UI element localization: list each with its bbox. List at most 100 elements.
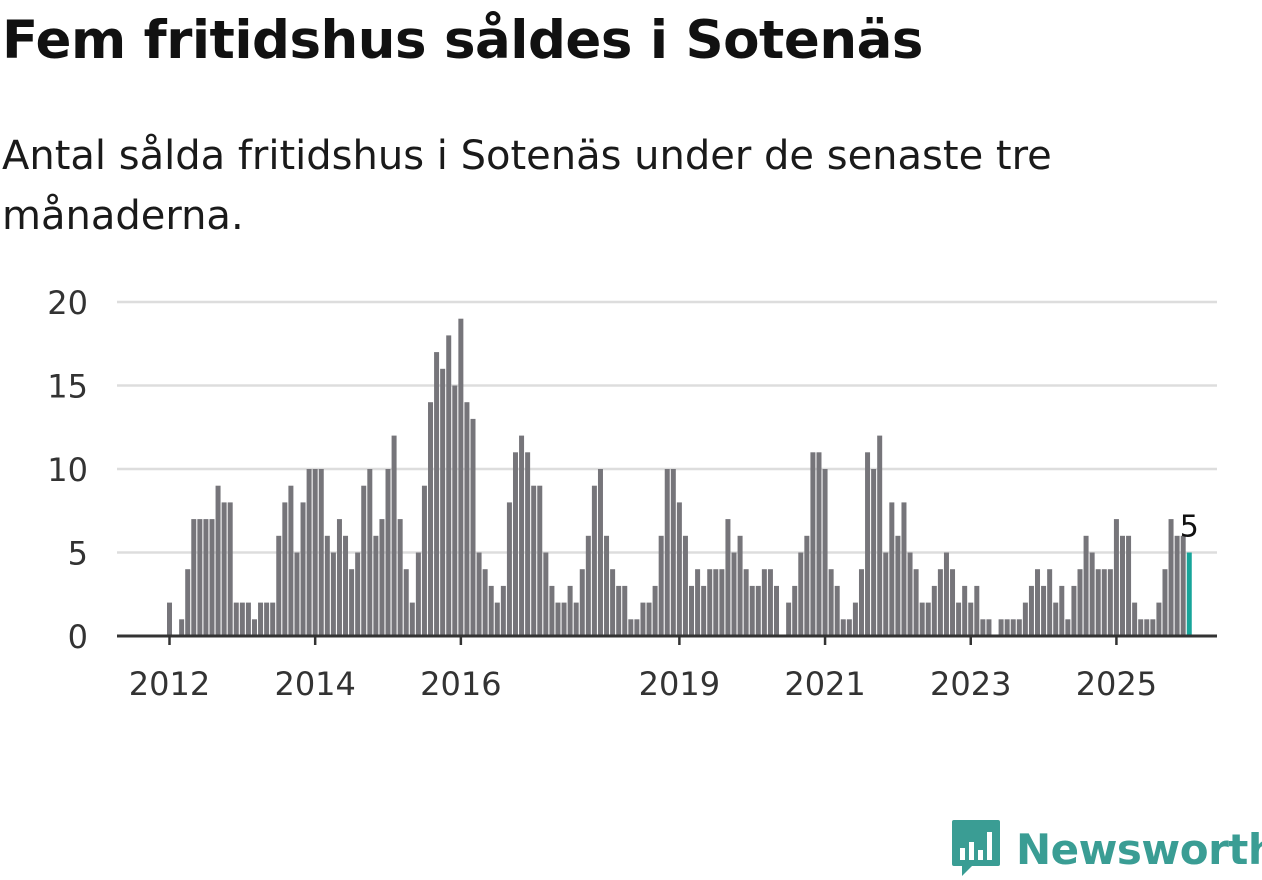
bar — [616, 585, 622, 636]
bar — [282, 502, 288, 636]
bar — [670, 469, 676, 636]
bar — [239, 602, 245, 636]
bar — [1083, 535, 1089, 636]
bar — [986, 619, 992, 636]
bar — [1180, 535, 1186, 636]
bar — [943, 552, 949, 636]
bar — [640, 602, 646, 636]
bar — [1053, 602, 1059, 636]
bar — [767, 569, 773, 636]
bar — [1089, 552, 1095, 636]
bar — [300, 502, 306, 636]
bar — [349, 569, 355, 636]
bar — [713, 569, 719, 636]
bar — [895, 535, 901, 636]
bar — [1101, 569, 1107, 636]
bar — [676, 502, 682, 636]
bar — [980, 619, 986, 636]
bar — [343, 535, 349, 636]
bar — [998, 619, 1004, 636]
bar — [1095, 569, 1101, 636]
newsworthy-logo: Newsworthy — [950, 818, 1262, 880]
bar — [822, 469, 828, 636]
bar — [379, 519, 385, 636]
bar — [737, 535, 743, 636]
bar — [500, 585, 506, 636]
bar — [1071, 585, 1077, 636]
bar — [956, 602, 962, 636]
bar — [233, 602, 239, 636]
bar — [579, 569, 585, 636]
bar — [506, 502, 512, 636]
bar — [743, 569, 749, 636]
bar — [179, 619, 185, 636]
bar — [950, 569, 956, 636]
bar — [962, 585, 968, 636]
bars — [167, 318, 1192, 636]
bar-highlight — [1186, 552, 1192, 636]
bar — [452, 385, 458, 636]
bar — [245, 602, 251, 636]
last-value-label: 5 — [1180, 510, 1199, 545]
bar — [167, 602, 172, 636]
bar — [786, 602, 792, 636]
gridlines — [117, 300, 1217, 554]
chart-subtitle: Antal sålda fritidshus i Sotenäs under d… — [2, 133, 1052, 239]
bar — [434, 352, 440, 636]
bar — [804, 535, 810, 636]
bar — [324, 535, 330, 636]
bar — [1126, 535, 1132, 636]
bar — [415, 552, 421, 636]
x-tick-label: 2023 — [930, 665, 1011, 703]
bar — [330, 552, 336, 636]
bar — [543, 552, 549, 636]
bar — [828, 569, 834, 636]
bar — [512, 452, 518, 636]
bar — [336, 519, 342, 636]
bar — [191, 519, 197, 636]
bar — [883, 552, 889, 636]
bar — [312, 469, 318, 636]
bar — [361, 485, 367, 636]
bar — [622, 585, 628, 636]
bar — [901, 502, 907, 636]
bar — [968, 602, 974, 636]
bar — [652, 585, 658, 636]
bar — [276, 535, 282, 636]
bar — [203, 519, 209, 636]
bar — [865, 452, 871, 636]
bar — [1059, 585, 1065, 636]
bar — [1138, 619, 1144, 636]
bar — [889, 502, 895, 636]
bar — [446, 335, 452, 636]
bar — [555, 602, 561, 636]
bar — [294, 552, 300, 636]
bar — [1047, 569, 1053, 636]
bar — [877, 435, 883, 636]
bar — [421, 485, 427, 636]
bar — [628, 619, 634, 636]
bar — [840, 619, 846, 636]
bar — [725, 519, 731, 636]
bar — [871, 469, 877, 636]
bar — [1156, 602, 1162, 636]
bar — [458, 318, 464, 636]
bar — [646, 602, 652, 636]
y-tick-label: 15 — [47, 368, 88, 406]
bar — [403, 569, 409, 636]
bar — [1168, 519, 1174, 636]
bar — [215, 485, 221, 636]
bar — [719, 569, 725, 636]
bar — [1077, 569, 1083, 636]
newsworthy-logo-icon — [952, 820, 1000, 876]
bar — [482, 569, 488, 636]
bar — [701, 585, 707, 636]
bar — [816, 452, 822, 636]
bar — [774, 585, 779, 636]
bar — [1113, 519, 1119, 636]
bar — [258, 602, 264, 636]
bar — [464, 402, 470, 636]
bar — [591, 485, 597, 636]
bar — [573, 602, 579, 636]
bar — [288, 485, 294, 636]
